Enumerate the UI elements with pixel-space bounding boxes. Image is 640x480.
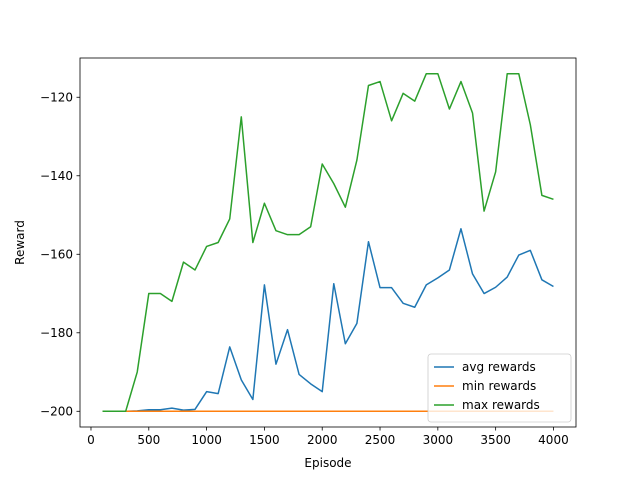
y-axis-ticks: −200 −180 −160 −140 −120: [40, 90, 80, 418]
y-tick-label: −160: [40, 247, 73, 261]
x-tick-label: 0: [87, 433, 95, 447]
series-line-2: [102, 72, 554, 413]
y-tick-label: −180: [40, 326, 73, 340]
x-tick-label: 3500: [480, 433, 511, 447]
x-tick-label: 1000: [191, 433, 222, 447]
y-tick-label: −140: [40, 169, 73, 183]
series-line-0: [102, 228, 554, 413]
x-axis-ticks: 0 500 1000 1500 2000 2500 3000 3500 4000: [87, 427, 569, 447]
y-tick-label: −200: [40, 404, 73, 418]
x-tick-label: 2500: [365, 433, 396, 447]
x-tick-label: 4000: [538, 433, 569, 447]
legend-label: min rewards: [462, 379, 536, 393]
plot-frame: [79, 57, 577, 428]
x-tick-label: 2000: [307, 433, 338, 447]
y-tick-label: −120: [40, 90, 73, 104]
y-axis-label: Reward: [13, 220, 27, 265]
x-tick-label: 500: [137, 433, 160, 447]
x-tick-label: 3000: [423, 433, 454, 447]
legend-label: max rewards: [462, 398, 540, 412]
legend-label: avg rewards: [462, 360, 536, 374]
x-tick-label: 1500: [249, 433, 280, 447]
x-axis-label: Episode: [304, 456, 351, 470]
legend-box: [427, 353, 572, 423]
legend: avg rewards min rewards max rewards: [427, 353, 572, 423]
